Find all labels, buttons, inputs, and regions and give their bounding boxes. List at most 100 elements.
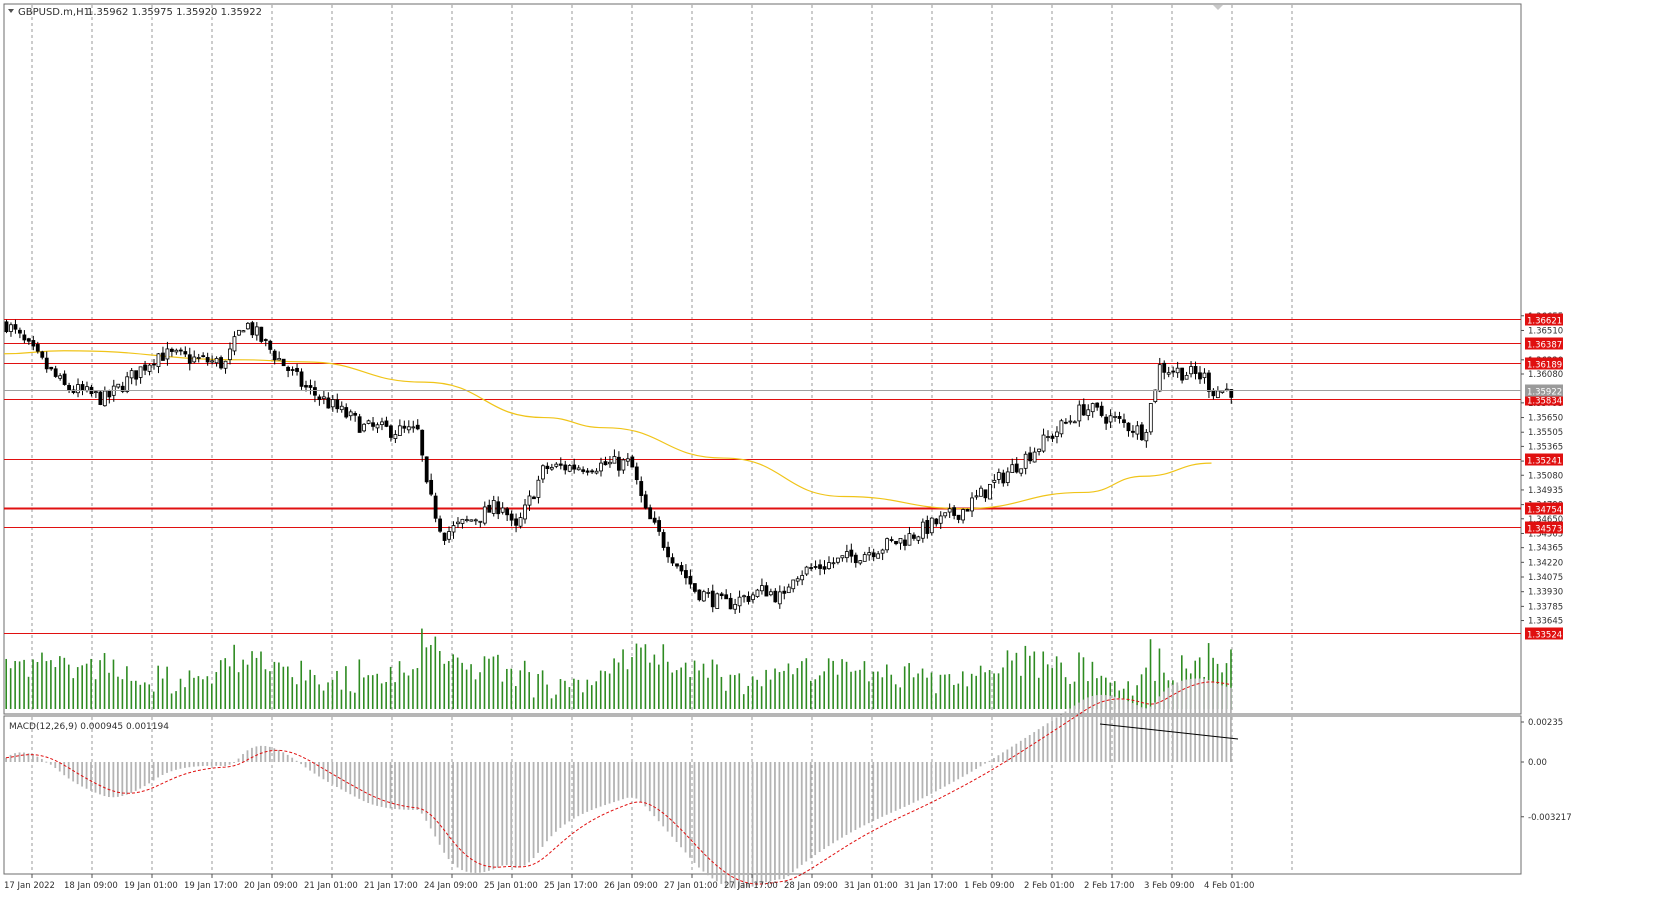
candle-body — [563, 464, 568, 471]
volume-bar — [193, 677, 195, 709]
volume-bar — [1006, 650, 1009, 709]
candle-body — [196, 357, 201, 359]
macd-histogram-bar — [27, 753, 30, 762]
price-tick-label: 1.34650 — [1528, 515, 1563, 525]
candle-body — [442, 532, 447, 541]
volume-bar — [966, 686, 969, 709]
candle-body — [827, 562, 831, 570]
macd-histogram-bar — [268, 746, 271, 762]
volume-bar — [264, 669, 267, 709]
volume-bar — [608, 673, 611, 709]
macd-histogram-bar — [1113, 696, 1116, 762]
volume-bar — [975, 675, 977, 709]
volume-bar — [367, 675, 370, 709]
candle-body — [746, 595, 751, 602]
macd-histogram-bar — [215, 762, 218, 766]
collapse-arrow-icon[interactable] — [8, 9, 14, 13]
macd-histogram-bar — [823, 762, 826, 850]
candle-body — [979, 487, 983, 497]
volume-bar — [206, 676, 209, 709]
macd-histogram-bar — [175, 762, 177, 770]
macd-histogram-bar — [1002, 752, 1004, 762]
macd-histogram-bar — [1149, 706, 1152, 762]
macd-histogram-bar — [805, 762, 808, 862]
macd-histogram-bar — [246, 750, 249, 762]
candle-body — [384, 420, 389, 427]
candle-body — [237, 329, 241, 336]
price-panel[interactable] — [3, 3, 1522, 715]
macd-histogram-bar — [344, 762, 347, 792]
candle-body — [26, 338, 31, 342]
candle-body — [585, 470, 590, 473]
candle-body — [58, 375, 63, 379]
macd-histogram-bar — [993, 758, 995, 762]
volume-bar — [32, 659, 34, 709]
candle-body — [313, 387, 317, 396]
macd-histogram-bar — [9, 754, 12, 762]
macd-histogram-bar — [492, 762, 495, 870]
macd-histogram-bar — [434, 762, 437, 837]
volume-bar — [1078, 652, 1080, 709]
candle-body — [406, 426, 411, 431]
candle-body — [491, 500, 496, 514]
macd-histogram-bar — [698, 762, 700, 868]
macd-histogram-bar — [1203, 678, 1205, 762]
time-label: 20 Jan 09:00 — [244, 881, 298, 891]
candle-body — [348, 411, 353, 417]
macd-panel[interactable] — [3, 715, 1522, 875]
candle-body — [710, 590, 715, 608]
volume-bar — [313, 675, 316, 709]
candle-body — [786, 586, 791, 594]
candle-body — [152, 363, 156, 366]
macd-histogram-bar — [1167, 687, 1170, 762]
candle-body — [1108, 415, 1113, 423]
volume-bar — [1060, 662, 1062, 709]
candle-body — [295, 367, 299, 372]
macd-histogram-bar — [586, 762, 589, 812]
volume-bar — [984, 672, 986, 709]
volume-bar — [291, 677, 294, 709]
volume-bar — [130, 680, 133, 709]
macd-histogram-bar — [581, 762, 584, 814]
candle-body — [782, 590, 787, 594]
candle-body — [996, 472, 1001, 480]
macd-histogram-bar — [157, 762, 159, 778]
candle-body — [558, 463, 563, 466]
candle-body — [353, 413, 358, 416]
macd-histogram-bar — [903, 762, 906, 807]
candle-body — [809, 567, 813, 569]
volume-bar — [734, 675, 736, 709]
macd-histogram-bar — [1153, 702, 1156, 762]
level-tag-label: 1.36621 — [1527, 317, 1562, 327]
scroll-marker-icon[interactable] — [1213, 5, 1223, 10]
candle-body — [536, 479, 541, 498]
volume-bar — [1055, 656, 1058, 709]
macd-histogram-bar — [568, 762, 571, 822]
volume-bar — [559, 679, 562, 709]
macd-histogram-bar — [648, 762, 651, 812]
volume-bar — [403, 672, 405, 709]
macd-histogram-bar — [313, 762, 316, 774]
volume-bar — [590, 685, 593, 709]
candle-body — [451, 525, 456, 533]
volume-bar — [599, 670, 602, 709]
macd-histogram-bar — [295, 760, 298, 762]
candle-body — [912, 534, 916, 539]
macd-histogram-bar — [599, 762, 602, 807]
volume-bar — [1158, 648, 1161, 709]
macd-histogram-bar — [286, 754, 289, 762]
macd-histogram-bar — [487, 762, 490, 871]
price-tick-label: 1.33930 — [1528, 588, 1563, 598]
volume-bar — [295, 684, 298, 709]
macd-histogram-bar — [148, 762, 151, 784]
candle-body — [840, 555, 845, 559]
volume-bar — [9, 668, 12, 709]
time-axis[interactable]: 17 Jan 2022 18 Jan 09:00 19 Jan 01:00 19 Ja… — [4, 874, 1254, 891]
volume-bar — [157, 665, 159, 709]
volume-bar — [215, 672, 218, 709]
candle-body — [102, 390, 107, 407]
macd-histogram-bar — [832, 762, 834, 844]
macd-histogram-bar — [604, 762, 606, 806]
volume-bar — [877, 671, 879, 709]
